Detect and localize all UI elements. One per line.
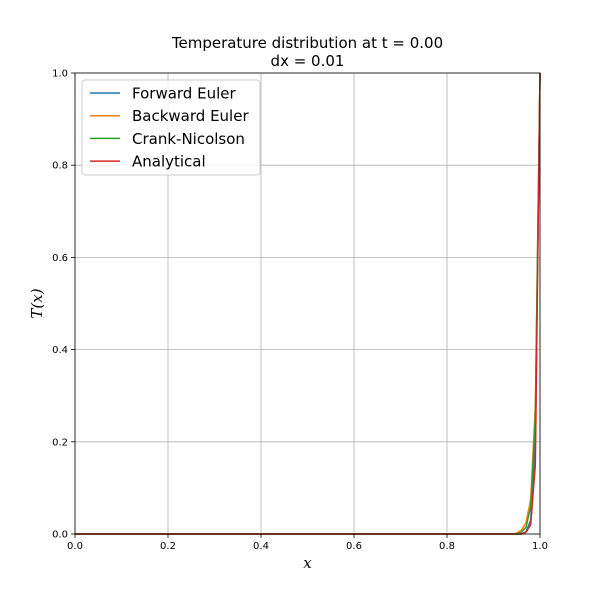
legend-box: [81, 79, 261, 176]
y-tick-label: 0.6: [52, 253, 68, 264]
y-tick-label: 0.8: [52, 161, 68, 172]
x-tick-label: 0.6: [346, 541, 362, 552]
legend-label-forward-euler: Forward Euler: [132, 85, 236, 103]
x-tick-label: 1.0: [532, 541, 548, 552]
plot-frame: [74, 72, 541, 535]
chart-subtitle: dx = 0.01: [271, 52, 345, 70]
legend-label-analytical: Analytical: [132, 153, 206, 171]
x-tick-label: 0.2: [160, 541, 176, 552]
x-tick-label: 0.8: [439, 541, 455, 552]
y-tick-label: 1.0: [52, 69, 68, 80]
y-axis-ticks: 0.0 0.2 0.4 0.6 0.8 1.0: [52, 69, 75, 541]
x-axis-ticks: 0.0 0.2 0.4 0.6 0.8 1.0: [67, 534, 548, 552]
grid: [74, 72, 541, 535]
x-axis-label: x: [303, 554, 312, 572]
legend: Forward Euler Backward Euler Crank-Nicolso…: [81, 79, 261, 176]
legend-label-backward-euler: Backward Euler: [132, 107, 249, 125]
chart-title: Temperature distribution at t = 0.00: [171, 34, 443, 52]
y-axis-label: T(x): [28, 288, 46, 318]
x-tick-label: 0.0: [67, 541, 83, 552]
legend-label-crank-nicolson: Crank-Nicolson: [132, 130, 245, 148]
y-tick-label: 0.2: [52, 437, 68, 448]
y-tick-label: 0.0: [52, 530, 68, 541]
x-tick-label: 0.4: [253, 541, 269, 552]
y-tick-label: 0.4: [52, 345, 68, 356]
